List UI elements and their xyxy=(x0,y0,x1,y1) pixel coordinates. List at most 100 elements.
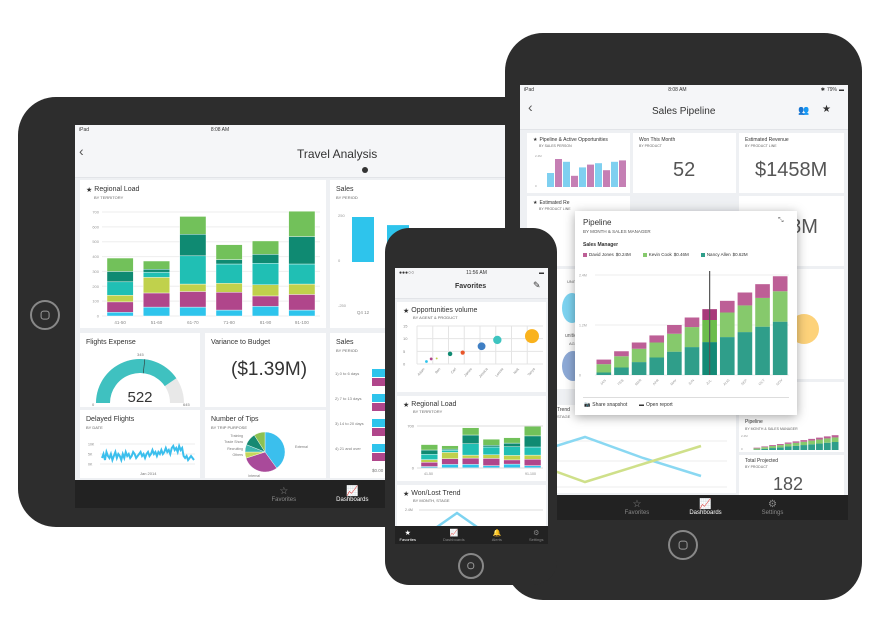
title-text: Pipeline & Active Opportunities xyxy=(539,137,608,143)
tile-pipeline-active[interactable]: ★ Pipeline & Active Opportunities BY SALE… xyxy=(527,133,630,193)
tile-total-projected[interactable]: Total Projected BY PRODUCT 182 xyxy=(739,455,844,495)
star-icon: ★ xyxy=(403,308,410,315)
tile-subtitle: BY PRODUCT xyxy=(745,465,768,469)
button-label: Open report xyxy=(646,402,673,408)
tile-opportunities-volume[interactable]: ★ Opportunities volume BY AGENT & PRODUCT… xyxy=(397,302,546,392)
bar-segment xyxy=(808,440,816,445)
page-title: Sales Pipeline xyxy=(652,106,716,117)
bubble xyxy=(460,350,465,355)
tile-subtitle: BY MONTH & SALES MANAGER xyxy=(745,427,798,431)
bar-segment xyxy=(288,294,316,311)
collapse-icon[interactable]: ⤡ xyxy=(778,217,784,224)
bar-segment xyxy=(143,260,170,270)
share-snapshot-button[interactable]: 📷 Share snapshot xyxy=(584,402,627,408)
tile-phone-regional-load[interactable]: ★ Regional Load BY TERRITORY 700 0 41-50 91-… xyxy=(397,396,546,481)
nav-favorites[interactable]: ☆ Favorites xyxy=(271,486,296,503)
legend-item-david[interactable]: David Jones $0.24M xyxy=(583,252,631,257)
opportunities-bubble-chart: 15 10 5 0 Adam Ben Carl James Jessica Lennie Nick T… xyxy=(403,324,543,379)
back-icon[interactable]: ‹ xyxy=(79,143,84,159)
tile-variance[interactable]: Variance to Budget ($1.39M) xyxy=(205,333,326,407)
favorites-screen: ●●●○○ 11:56 AM ▬ Favorites ✎ ★ Opportunitie… xyxy=(395,268,548,544)
favorite-star-icon[interactable]: ★ xyxy=(822,104,831,115)
bar-segment xyxy=(667,351,682,375)
nav-dashboards[interactable]: 📈 Dashboards xyxy=(336,486,368,503)
tile-won-lost-trend[interactable]: Trend STAGE xyxy=(527,405,736,493)
nav-favorites[interactable]: ★ Favorites xyxy=(400,529,416,542)
bar-segment xyxy=(631,362,647,375)
bar-segment xyxy=(772,276,788,292)
bar xyxy=(587,164,594,187)
legend-item-kevin[interactable]: Kevin Cook $0.46M xyxy=(642,252,689,257)
won-lost-chart xyxy=(419,509,543,529)
home-button[interactable] xyxy=(30,300,60,330)
bar-segment xyxy=(816,443,823,450)
bar-segment xyxy=(143,277,170,294)
bar-segment xyxy=(524,435,542,448)
tile-title: Flights Expense xyxy=(86,339,136,346)
edit-pencil-icon[interactable]: ✎ xyxy=(533,280,541,290)
tile-title: ★ Regional Load xyxy=(403,401,456,409)
tile-flights-expense[interactable]: Flights Expense 522 345 0 645 xyxy=(80,333,200,407)
max-label: 645 xyxy=(183,402,190,407)
y-tick-label: 200 xyxy=(92,284,99,289)
nav-dashboards[interactable]: 📈 Dashboards xyxy=(689,499,721,516)
pipeline-popup[interactable]: Pipeline BY MONTH & SALES MANAGER ⤡ Sale… xyxy=(575,211,797,415)
back-icon[interactable]: ‹ xyxy=(528,99,533,115)
x-tick-label: MAY xyxy=(670,378,678,386)
y-tick-label: 10K xyxy=(88,443,95,447)
bar-segment xyxy=(252,263,279,285)
gauge-value: 522 xyxy=(127,389,152,406)
bar-segment xyxy=(482,439,500,446)
tile-subtitle: BY PRODUCT LINE xyxy=(745,144,777,148)
nav-alerts[interactable]: 🔔 Alerts xyxy=(492,529,502,542)
tile-number-of-tips[interactable]: Number of Tips BY TRIP PURPOSE External I… xyxy=(205,410,326,478)
nav-label: Settings xyxy=(528,536,544,542)
y-tick-label: 700 xyxy=(407,424,414,429)
legend-item-nancy[interactable]: Nancy Allen $0.62M xyxy=(700,252,748,257)
y-tick-label: 250 xyxy=(338,213,345,218)
tile-delayed-flights[interactable]: Delayed Flights BY DATE 10K 5K 0K Jan 2014 xyxy=(80,410,200,478)
iphone: ●●●○○ 11:56 AM ▬ Favorites ✎ ★ Opportunitie… xyxy=(385,228,557,585)
open-report-button[interactable]: ▬ Open report xyxy=(639,402,673,408)
tile-title: Won This Month xyxy=(639,137,676,143)
bottom-nav: ★ Favorites 📈 Dashboards 🔔 Alerts ⚙ Settings xyxy=(395,526,548,544)
bar-segment xyxy=(441,450,459,453)
status-bar: iPad 8:08 AM xyxy=(75,125,535,135)
bar-segment xyxy=(761,448,769,450)
nav-settings[interactable]: ⚙ Settings xyxy=(762,499,784,516)
nav-label: Dashboards xyxy=(689,510,722,516)
nav-dashboards[interactable]: 📈 Dashboards xyxy=(443,529,465,542)
tile-subtitle: BY TERRITORY xyxy=(413,409,443,414)
x-tick-label: 71-80 xyxy=(223,320,235,325)
tile-title: Variance to Budget xyxy=(211,339,271,346)
legend-name: Kevin Cook xyxy=(648,252,672,257)
nav-favorites[interactable]: ☆ Favorites xyxy=(625,499,650,516)
bar xyxy=(547,173,554,187)
tile-subtitle: BY TRIP PURPOSE xyxy=(211,425,248,430)
nav-label: Dashboards xyxy=(336,496,369,503)
x-tick-label: SEP xyxy=(740,378,748,386)
pipeline-chart: 2.4M 1.2M 0 JAN FEB MAR APR MAY JUN JUL AUG SEP OCT N… xyxy=(579,271,789,386)
home-button[interactable] xyxy=(668,530,698,560)
tile-estimated-revenue[interactable]: Estimated Revenue BY PRODUCT LINE $1458M xyxy=(739,133,844,193)
y-tick-label: 100 xyxy=(92,299,99,304)
bottom-nav: ☆ Favorites 📈 Dashboards ⚙ Settings xyxy=(520,495,848,520)
bar-segment xyxy=(800,440,808,442)
legend-swatch xyxy=(642,252,647,257)
home-button[interactable] xyxy=(458,553,484,579)
bar-segment xyxy=(614,356,629,368)
slice-label: External xyxy=(295,445,308,449)
tile-won-this-month[interactable]: Won This Month BY PRODUCT 52 xyxy=(633,133,736,193)
title-text: Won/Lost Trend xyxy=(411,490,461,497)
x-tick-label: FEB xyxy=(617,378,625,386)
share-users-icon[interactable]: 👥 xyxy=(798,105,810,115)
tile-won-lost[interactable]: ★ Won/Lost Trend BY MONTH, STAGE 2.4M xyxy=(397,485,546,530)
divider xyxy=(583,397,789,398)
bar-segment xyxy=(524,446,542,456)
x-tick-label: JAN xyxy=(599,378,607,386)
bar-segment xyxy=(179,234,207,257)
nav-settings[interactable]: ⚙ Settings xyxy=(529,529,543,542)
page-indicator-dot[interactable] xyxy=(362,167,368,173)
tile-regional-load[interactable]: ★ Regional Load BY TERRITORY 700 600 500 400… xyxy=(80,180,326,328)
y-tick-label: 0 xyxy=(535,184,537,188)
